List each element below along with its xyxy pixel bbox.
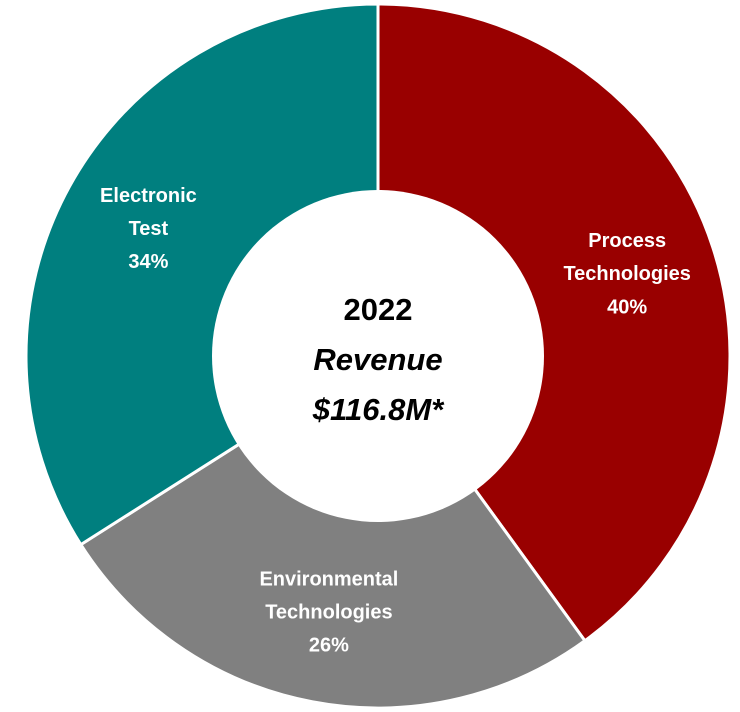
- center-label: 2022: [344, 292, 413, 327]
- slice-value-label: 34%: [128, 251, 168, 273]
- slice-value-label: 40%: [607, 296, 647, 318]
- slice: [376, 2, 732, 643]
- slice-value-label: 26%: [309, 635, 349, 657]
- slice-label: Electronic Test: [100, 185, 197, 240]
- donut-hole: [212, 190, 544, 522]
- slice-label: Environmental Technologies: [259, 569, 398, 624]
- center-label: Revenue: [313, 342, 442, 377]
- slice: [78, 353, 587, 710]
- slice-label: Process Technologies: [563, 230, 690, 285]
- center-label: $116.8M*: [312, 392, 445, 427]
